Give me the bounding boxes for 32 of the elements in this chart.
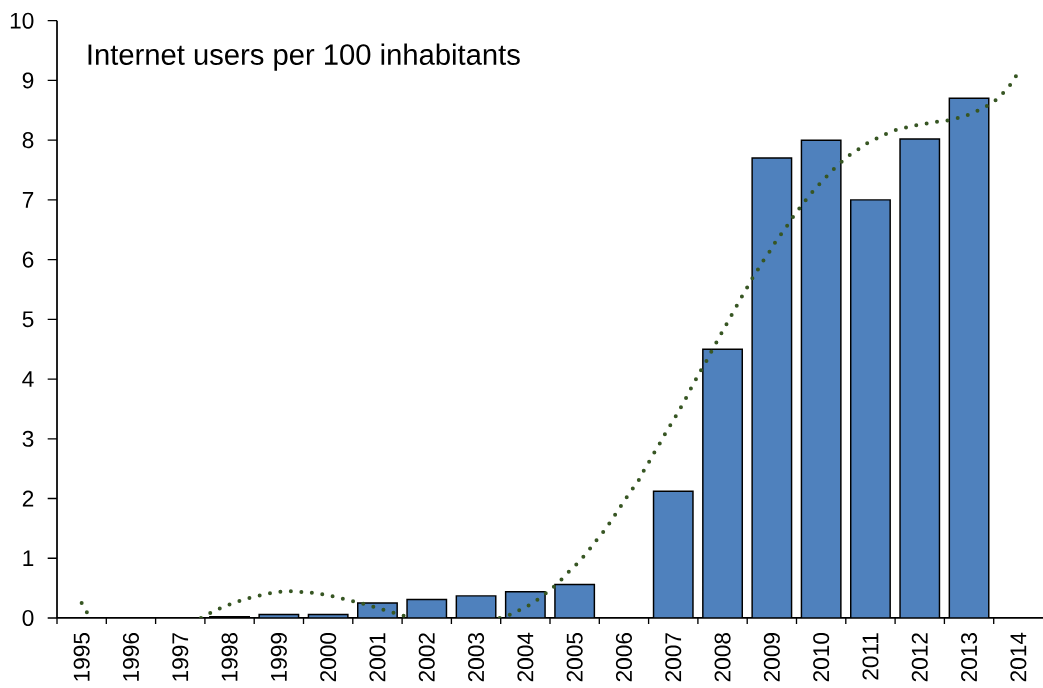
x-tick-label: 1996 — [122, 633, 139, 681]
y-tick-label: 2 — [22, 490, 34, 507]
x-tick-label: 2012 — [911, 633, 928, 682]
x-tick-label: 2001 — [369, 633, 386, 682]
x-tick-label: 2007 — [665, 633, 682, 682]
x-tick-label: 2014 — [1010, 632, 1027, 682]
y-tick-label: 0 — [22, 609, 34, 627]
y-tick-label: 7 — [22, 192, 34, 208]
x-tick-label: 1998 — [221, 633, 238, 681]
x-tick-label: 2006 — [615, 633, 632, 682]
x-tick-label: 2009 — [763, 633, 780, 682]
y-tick-label: 3 — [22, 430, 34, 447]
y-tick-label: 4 — [22, 371, 34, 387]
text: Internet users per 100 inhabitants — [88, 43, 520, 71]
x-tick-label: 2003 — [468, 633, 485, 682]
y-tick-label: 10 — [10, 12, 34, 29]
y-tick-label: 1 — [23, 550, 34, 567]
x-tick-label: 2000 — [320, 632, 337, 682]
x-tick-label: 1997 — [172, 633, 189, 681]
y-tick-label: 9 — [22, 72, 34, 89]
x-tick-label: 2004 — [517, 632, 534, 682]
x-tick-label: 2011 — [862, 633, 879, 680]
x-tick-label: 1999 — [270, 633, 287, 681]
x-tick-label: 2013 — [961, 633, 978, 682]
x-tick-label: 2005 — [566, 633, 583, 682]
y-tick-label: 6 — [22, 251, 34, 268]
x-tick-label: 2002 — [418, 633, 435, 682]
y-tick-label: 5 — [22, 311, 34, 328]
x-tick-label: 2008 — [714, 633, 731, 682]
x-tick-label: 2010 — [813, 632, 830, 682]
x-tick-label: 1995 — [73, 633, 90, 681]
y-tick-label: 8 — [22, 132, 34, 149]
